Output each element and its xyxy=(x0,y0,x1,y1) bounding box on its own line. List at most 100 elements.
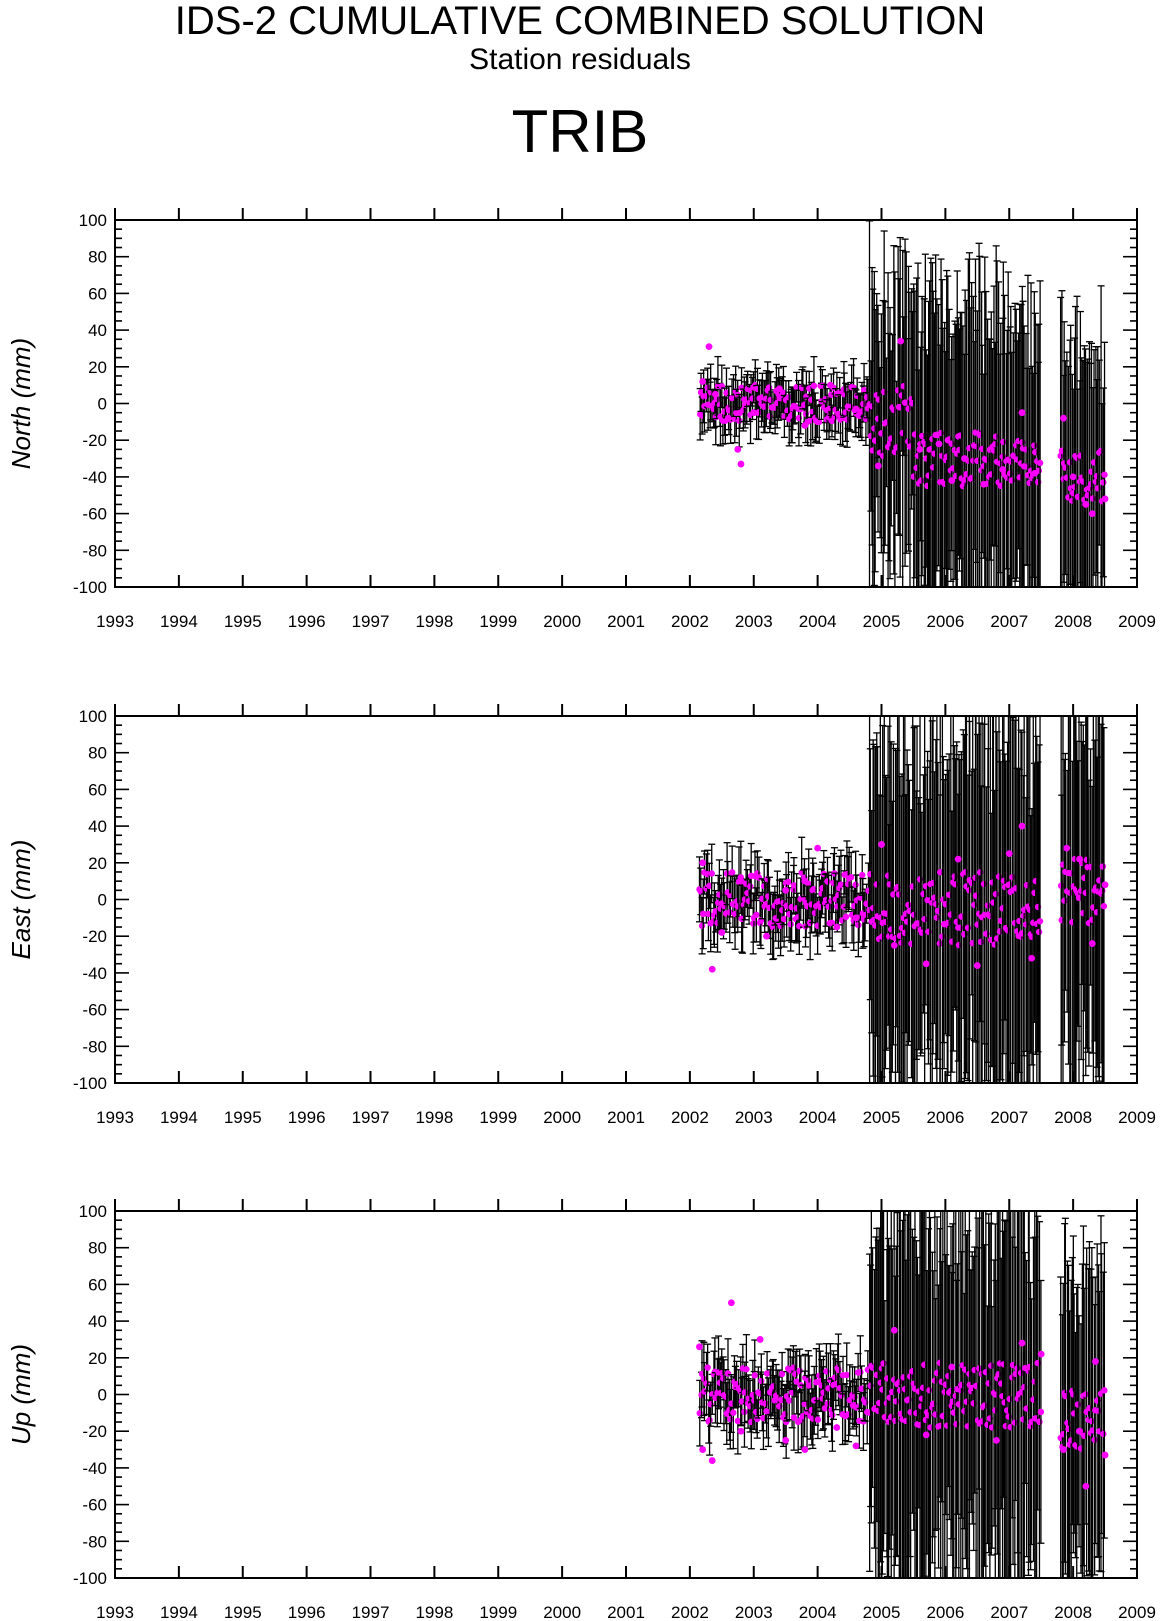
x-tick-label: 1997 xyxy=(352,1603,390,1621)
data-marks xyxy=(695,716,1109,1083)
data-point xyxy=(756,1336,764,1343)
x-tick-label: 2005 xyxy=(863,612,901,631)
data-point xyxy=(1011,1419,1019,1426)
data-point xyxy=(868,403,876,410)
data-point xyxy=(750,409,758,417)
y-tick-label: 0 xyxy=(98,1386,107,1405)
data-point xyxy=(705,343,713,351)
data-point xyxy=(820,1389,827,1396)
y-tick-label: 20 xyxy=(88,1349,107,1368)
data-point xyxy=(958,1381,965,1389)
data-point xyxy=(1101,1387,1108,1394)
data-point xyxy=(812,1396,819,1404)
x-tick-label: 2004 xyxy=(799,1108,837,1127)
data-point xyxy=(1063,474,1071,481)
data-point xyxy=(1082,1391,1090,1398)
data-point xyxy=(987,912,994,920)
data-point xyxy=(897,337,905,345)
data-point xyxy=(758,1377,765,1385)
y-tick-label: -100 xyxy=(73,578,107,597)
x-tick-label: 1995 xyxy=(224,1603,262,1621)
data-point xyxy=(1035,928,1043,936)
data-point xyxy=(775,385,783,393)
data-point xyxy=(1100,1430,1107,1438)
x-tick-label: 2000 xyxy=(543,1108,581,1127)
y-tick-label: 80 xyxy=(88,248,107,267)
data-point xyxy=(719,1375,727,1382)
data-point xyxy=(926,1387,933,1394)
x-tick-label: 2000 xyxy=(543,1603,581,1621)
data-point xyxy=(786,1397,793,1404)
data-point xyxy=(1017,1369,1025,1377)
data-point xyxy=(708,965,716,973)
y-tick-label: 0 xyxy=(98,891,107,910)
data-point xyxy=(1088,1417,1096,1425)
data-point xyxy=(1037,1350,1045,1358)
x-tick-label: 2007 xyxy=(990,1108,1028,1127)
data-point xyxy=(973,962,981,969)
data-point xyxy=(874,462,882,470)
data-point xyxy=(1076,855,1083,863)
data-point xyxy=(852,405,860,413)
data-point xyxy=(780,915,788,923)
x-tick-label: 2008 xyxy=(1054,1108,1092,1127)
data-point xyxy=(905,405,912,412)
x-tick-label: 2009 xyxy=(1118,1108,1156,1127)
data-point xyxy=(734,903,741,910)
data-point xyxy=(962,868,969,876)
data-point xyxy=(929,879,937,887)
data-point xyxy=(801,1446,809,1453)
data-point xyxy=(790,882,798,889)
data-point xyxy=(845,880,852,888)
data-point xyxy=(1000,438,1007,446)
y-tick-label: 80 xyxy=(88,1239,107,1258)
data-point xyxy=(1036,918,1044,925)
x-tick-label: 2001 xyxy=(607,612,645,631)
data-point xyxy=(1028,954,1036,962)
data-point xyxy=(860,400,867,408)
x-tick-label: 1993 xyxy=(96,612,134,631)
data-point xyxy=(833,923,841,931)
data-point xyxy=(1074,1401,1082,1408)
panel-1: 1993 1994 1995 1996 1997 1998 1999 2000 2001 2002… xyxy=(6,208,1156,631)
data-point xyxy=(835,1366,842,1374)
data-point xyxy=(852,1442,860,1450)
y-tick-label: 60 xyxy=(88,1275,107,1294)
data-point xyxy=(801,877,809,885)
x-tick-label: 1993 xyxy=(96,1108,134,1127)
data-point xyxy=(893,1398,900,1405)
data-point xyxy=(1063,844,1071,852)
panel-3: 1993 1994 1995 1996 1997 1998 1999 2000 2001 2002… xyxy=(6,1199,1156,1621)
data-point xyxy=(880,1360,887,1367)
data-point xyxy=(831,1374,839,1381)
data-point xyxy=(1100,903,1108,910)
x-tick-label: 1997 xyxy=(352,1108,390,1127)
y-tick-label: 100 xyxy=(79,211,107,230)
data-point xyxy=(816,1372,823,1379)
station-name: TRIB xyxy=(511,98,649,165)
data-point xyxy=(857,1368,864,1376)
data-point xyxy=(977,938,985,946)
data-point xyxy=(1100,479,1107,486)
y-tick-label: -80 xyxy=(82,541,107,560)
data-point xyxy=(859,871,866,879)
data-point xyxy=(1093,472,1101,480)
x-tick-label: 2002 xyxy=(671,1108,709,1127)
x-tick-label: 2001 xyxy=(607,1108,645,1127)
data-point xyxy=(755,874,763,881)
y-tick-label: 60 xyxy=(88,284,107,303)
x-tick-label: 2003 xyxy=(735,612,773,631)
data-point xyxy=(699,859,707,867)
data-point xyxy=(993,1436,1000,1444)
x-tick-label: 1998 xyxy=(415,612,453,631)
data-point xyxy=(1071,483,1078,491)
data-point xyxy=(878,933,886,940)
data-point xyxy=(843,416,851,423)
data-point xyxy=(1101,495,1109,503)
data-point xyxy=(706,1416,713,1424)
panel-2: 1993 1994 1995 1996 1997 1998 1999 2000 2001 2002… xyxy=(6,704,1156,1127)
data-point xyxy=(1021,1383,1028,1391)
data-point xyxy=(852,881,859,888)
data-point xyxy=(1008,477,1015,484)
data-point xyxy=(700,910,707,918)
